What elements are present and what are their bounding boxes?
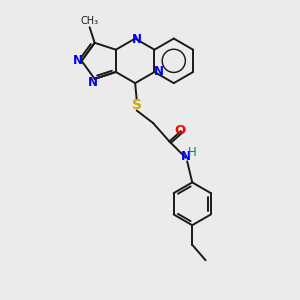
Text: N: N xyxy=(154,65,164,79)
Text: N: N xyxy=(88,76,98,89)
Text: S: S xyxy=(132,98,142,112)
Text: H: H xyxy=(188,146,197,159)
Text: N: N xyxy=(181,150,191,163)
Text: CH₃: CH₃ xyxy=(80,16,99,26)
Text: O: O xyxy=(175,124,186,137)
Text: N: N xyxy=(132,33,142,46)
Text: N: N xyxy=(72,54,82,67)
